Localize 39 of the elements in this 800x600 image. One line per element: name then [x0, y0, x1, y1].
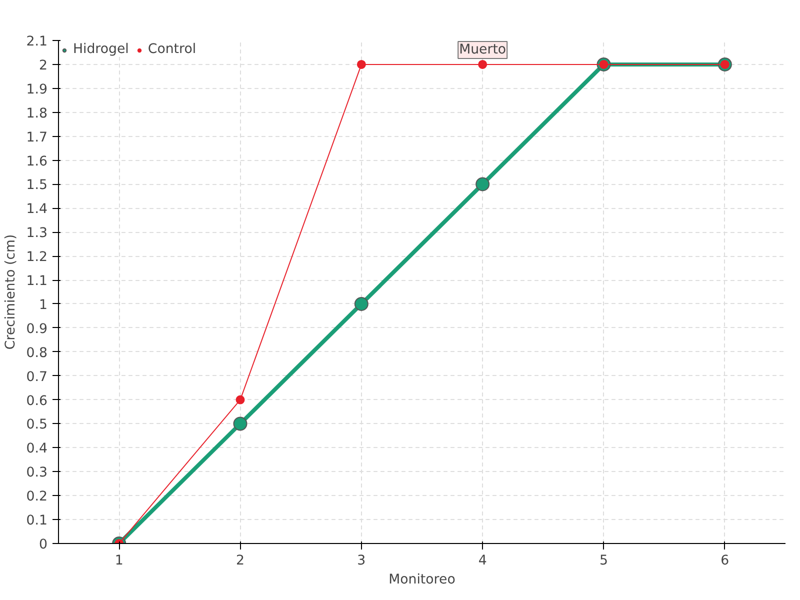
y-tick-label: 0.7	[26, 370, 48, 385]
y-tick-label: 1.9	[26, 82, 48, 98]
y-tick-label: 1.6	[26, 154, 48, 170]
x-tick-label: 6	[720, 554, 730, 568]
point	[356, 60, 366, 69]
point	[478, 60, 488, 69]
legend-label: Control	[148, 42, 196, 57]
y-tick-label: 0.6	[26, 394, 48, 409]
x-tick-label: 1	[114, 554, 124, 568]
y-tick-label: 0.5	[26, 418, 48, 433]
y-tick-label: 1.8	[26, 106, 48, 122]
y-axis-title: Crecimiento (cm)	[3, 234, 18, 350]
point	[233, 416, 248, 431]
y-tick-label: 1.2	[26, 250, 48, 266]
x-tick-label: 2	[236, 554, 244, 568]
y-tick-label: 1	[39, 298, 48, 313]
y-tick-label: 1.5	[26, 178, 48, 194]
x-axis-title: Monitoreo	[388, 572, 456, 588]
y-tick-label: 1.3	[26, 226, 48, 242]
legend-label: Hidrogel	[73, 42, 129, 57]
y-tick-label: 1.7	[26, 130, 48, 146]
y-tick-label: 0.4	[26, 442, 48, 457]
x-tick-label: 3	[357, 554, 366, 568]
point	[354, 296, 368, 311]
y-tick-label: 1.4	[26, 202, 48, 218]
y-tick-label: 0.1	[26, 514, 48, 529]
y-tick-label: 2.1	[26, 34, 48, 50]
y-tick-label: 0.3	[26, 466, 48, 481]
point	[236, 395, 245, 404]
point	[476, 177, 490, 192]
x-tick-label: 5	[600, 554, 608, 568]
annotation: Muerto	[459, 42, 506, 58]
y-tick-label: 0.8	[26, 346, 48, 361]
x-tick-label: 4	[478, 554, 487, 568]
y-tick-label: 1.1	[26, 274, 48, 290]
y-tick-label: 0.9	[26, 322, 48, 337]
y-tick-label: 0.2	[26, 490, 48, 505]
y-tick-label: 2	[39, 58, 48, 74]
y-tick-label: 0	[39, 538, 48, 552]
